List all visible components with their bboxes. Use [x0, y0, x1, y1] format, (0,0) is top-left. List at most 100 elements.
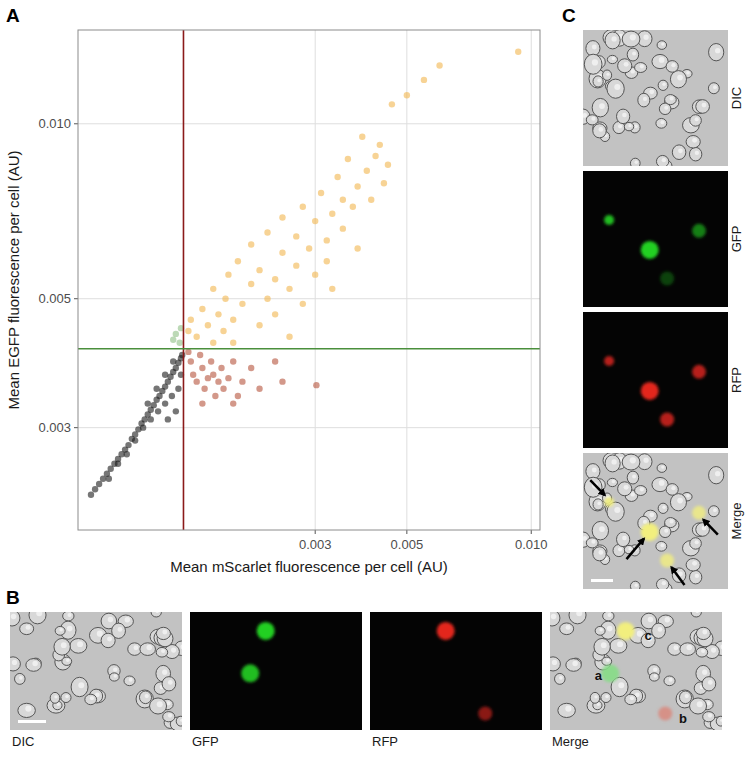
cell [584, 54, 602, 74]
point [188, 358, 194, 364]
panel-label: A [6, 5, 20, 26]
channel-label: GFP [729, 226, 744, 253]
cell-highlight [168, 713, 172, 717]
micrograph-dic [10, 612, 182, 730]
arrow [590, 480, 605, 495]
cell-highlight [686, 71, 690, 75]
point [368, 197, 374, 203]
point [306, 245, 312, 251]
point [300, 203, 306, 209]
dic-background [583, 453, 728, 589]
point [340, 225, 346, 231]
point [329, 211, 335, 217]
cell-highlight [161, 649, 165, 653]
point [100, 476, 106, 482]
micrograph-merge [550, 612, 722, 730]
cell [625, 694, 637, 704]
cell-highlight [661, 543, 665, 547]
cell-highlight [713, 85, 717, 89]
point [175, 386, 181, 392]
point [286, 286, 292, 292]
cell [670, 494, 686, 511]
grid-line-x [531, 30, 532, 530]
cell-highlight [162, 670, 167, 675]
channel-label: Merge [729, 503, 744, 540]
cell [156, 627, 170, 639]
cell-highlight [113, 667, 117, 671]
scale-bar [18, 720, 46, 723]
point [313, 382, 319, 388]
cell [690, 538, 702, 549]
micrograph-rfp [370, 612, 542, 730]
channel-label: DIC [12, 734, 34, 749]
cell-highlight [677, 498, 683, 504]
cell [649, 673, 659, 681]
cell [63, 612, 74, 621]
point [125, 442, 131, 448]
cell-highlight [576, 612, 582, 616]
cell [592, 98, 608, 116]
cell-highlight [632, 51, 636, 55]
fluorescent-cell [660, 412, 674, 426]
cell [605, 455, 620, 472]
point [256, 322, 262, 328]
cell-highlight [168, 680, 173, 685]
point [324, 237, 330, 243]
cell [656, 155, 668, 166]
cell-highlight [591, 117, 595, 121]
cell [10, 612, 20, 626]
cell [708, 83, 719, 94]
cell [696, 627, 710, 639]
cell-highlight [674, 645, 679, 650]
dic-background [10, 612, 182, 730]
tick-x [531, 530, 532, 534]
cell-highlight [628, 547, 631, 550]
point [210, 286, 216, 292]
cell-highlight [583, 536, 587, 541]
cell [686, 136, 700, 149]
fluorescent-cell [604, 497, 614, 507]
cell-highlight [605, 695, 609, 699]
cell [70, 639, 87, 654]
cell-highlight [552, 660, 557, 665]
point [222, 296, 228, 302]
point [193, 334, 199, 340]
cell [672, 145, 686, 160]
tick-y [74, 298, 78, 299]
point [215, 311, 221, 317]
cell-highlight [618, 682, 624, 688]
cell-highlight [702, 103, 707, 108]
channel-label: RFP [729, 367, 744, 393]
cell [595, 626, 605, 635]
cell-highlight [65, 695, 69, 699]
cell-highlight [618, 547, 622, 551]
point [300, 301, 306, 307]
point [225, 271, 231, 277]
fluorescent-cell [641, 523, 659, 541]
cell [29, 612, 46, 624]
cell-label: c [645, 628, 652, 643]
cell-highlight [662, 83, 665, 86]
point [264, 296, 270, 302]
point [345, 156, 351, 162]
point [205, 375, 211, 381]
grid-line-y [78, 427, 540, 428]
cell [664, 676, 675, 686]
point [256, 267, 262, 273]
cell-highlight [692, 138, 697, 143]
micrograph-gfp [190, 612, 362, 730]
cell-highlight [628, 124, 631, 127]
cell-highlight [592, 45, 597, 50]
cell-highlight [634, 124, 638, 128]
threshold-line-y [78, 348, 540, 350]
cell-highlight [715, 48, 720, 53]
point [145, 400, 151, 406]
arrow [703, 520, 718, 535]
cell [666, 61, 678, 73]
cell-highlight [701, 649, 705, 653]
cell-highlight [12, 660, 17, 665]
cell [607, 478, 617, 486]
point [230, 400, 236, 406]
cell [680, 643, 696, 656]
cell-highlight [618, 124, 622, 128]
